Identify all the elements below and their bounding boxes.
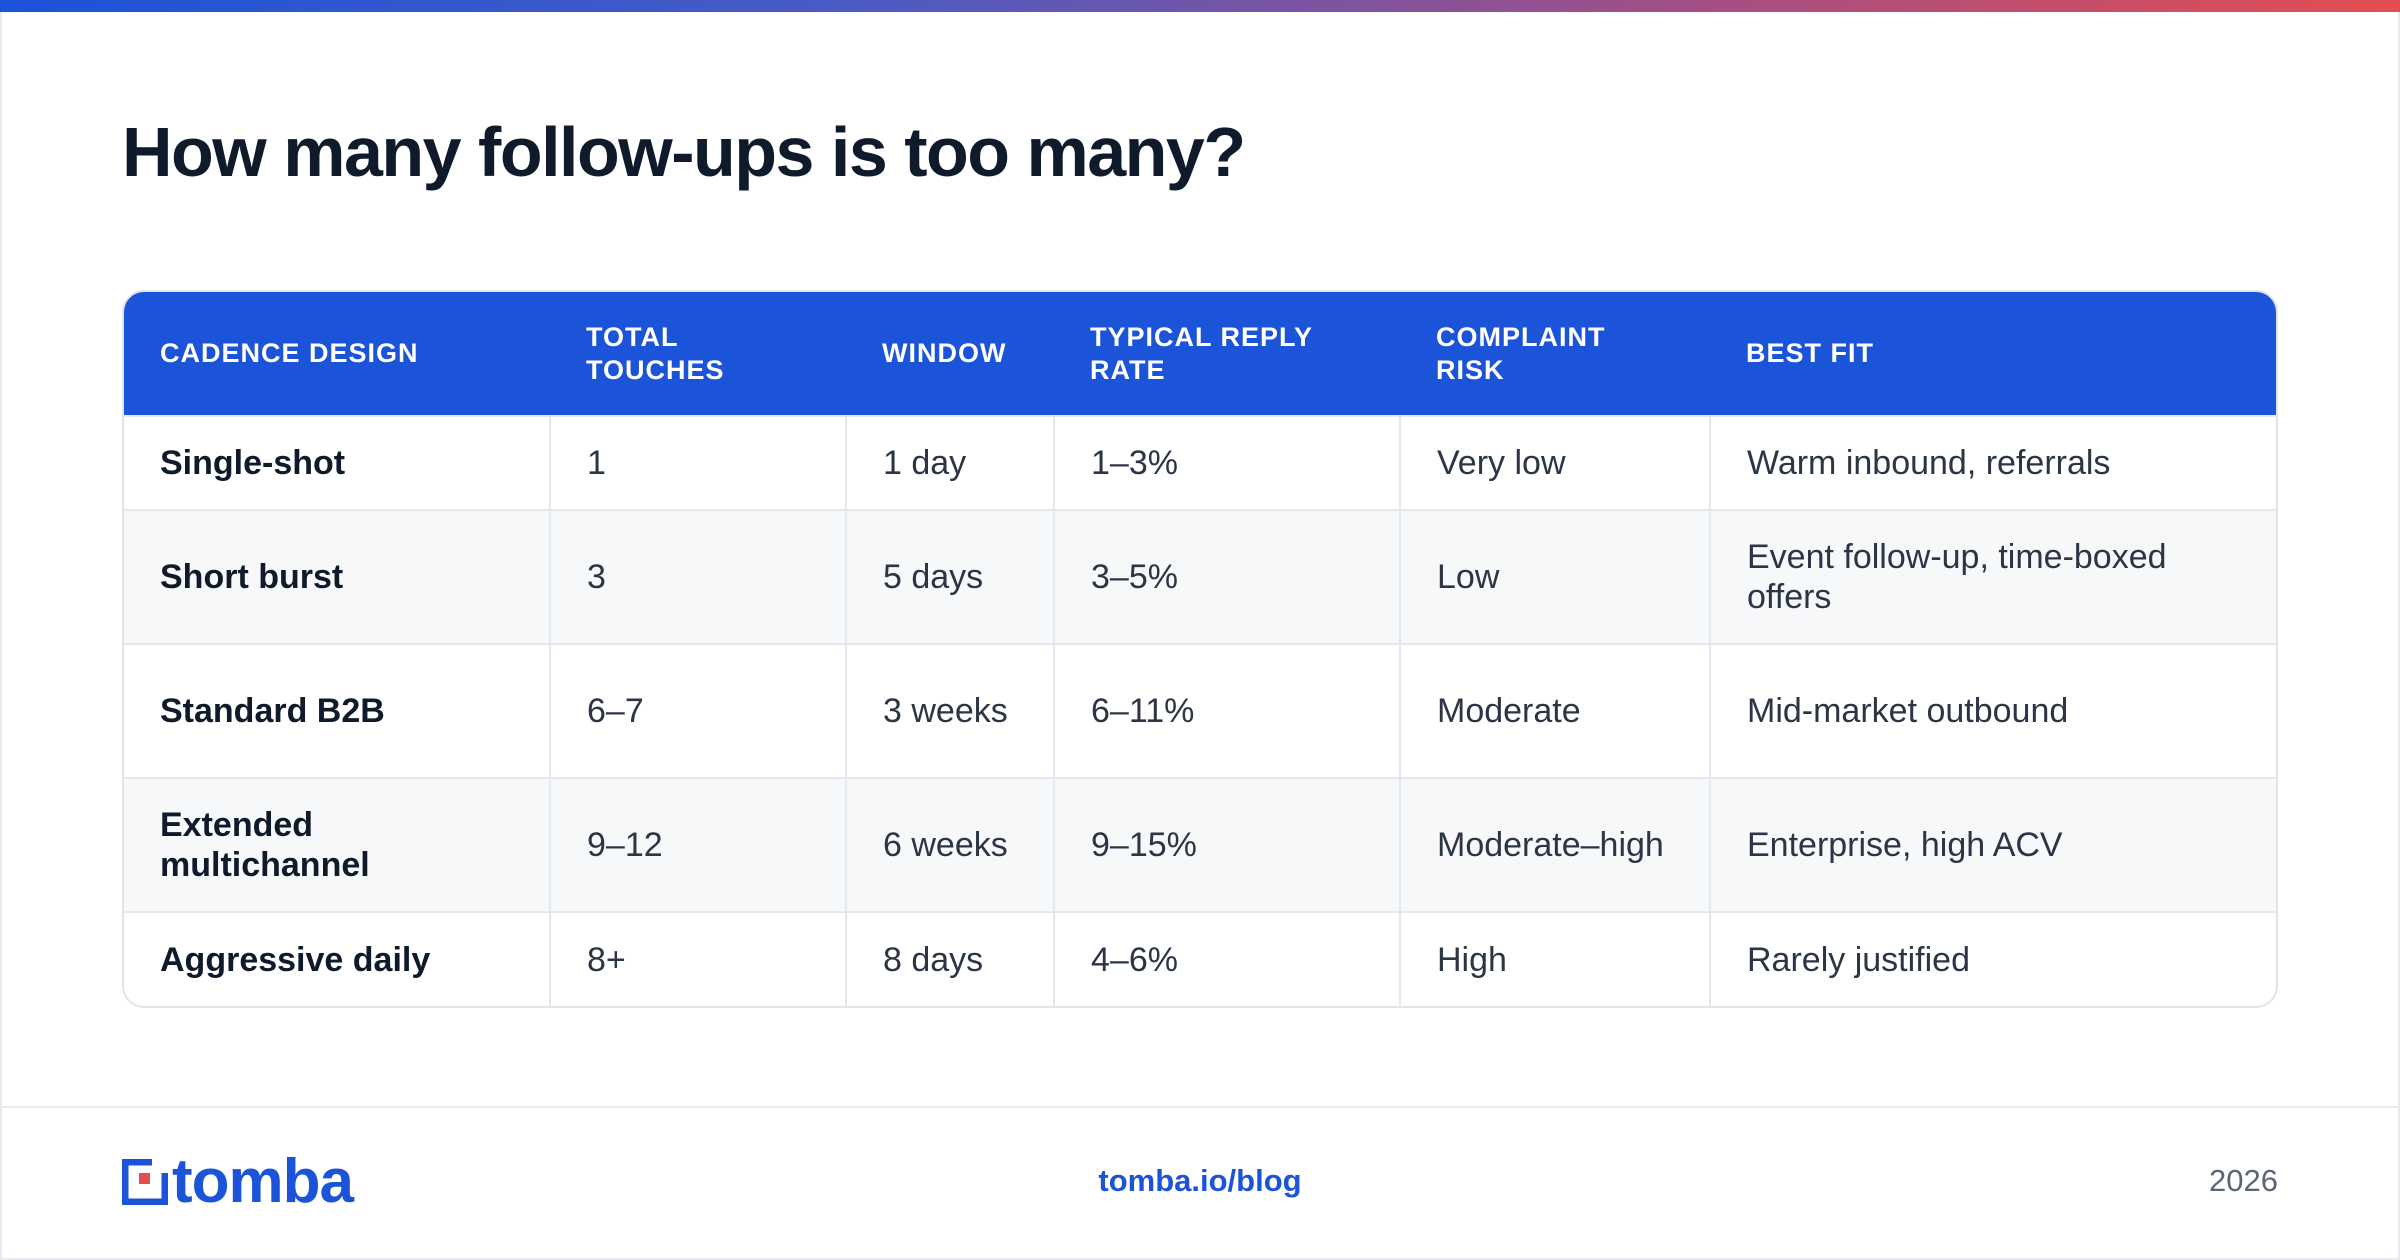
cell-window: 5 days (845, 509, 1054, 644)
footer-divider (0, 1106, 2400, 1108)
logo-wordmark: tomba (172, 1147, 354, 1216)
table-row: Extended multichannel 9–12 6 weeks 9–15%… (124, 778, 2276, 913)
cell-complaint-risk: High (1399, 912, 1710, 1006)
cell-best-fit: Enterprise, high ACV (1709, 778, 2276, 913)
header-window: WINDOW (882, 338, 1007, 368)
footer-year: 2026 (2209, 1163, 2278, 1198)
cell-cadence-design: Extended multichannel (160, 806, 370, 885)
cell-reply-rate: 3–5% (1053, 509, 1400, 644)
cell-total-touches: 6–7 (549, 643, 846, 779)
cell-total-touches: 9–12 (549, 778, 846, 913)
header-total-touches: TOTAL TOUCHES (586, 321, 725, 385)
header-best-fit: BEST FIT (1746, 338, 1874, 368)
cadence-table: CADENCE DESIGN TOTAL TOUCHES WINDOW TYPI… (124, 292, 2276, 1006)
cell-total-touches: 3 (549, 509, 846, 644)
cadence-table-container: CADENCE DESIGN TOTAL TOUCHES WINDOW TYPI… (122, 290, 2278, 1008)
cell-complaint-risk: Very low (1399, 416, 1710, 510)
cell-reply-rate: 1–3% (1053, 416, 1400, 510)
page-title: How many follow-ups is too many? (122, 113, 1246, 191)
cell-window: 3 weeks (845, 643, 1054, 779)
header-complaint-risk: COMPLAINT RISK (1436, 321, 1606, 385)
cell-best-fit: Event follow-up, time-boxed offers (1709, 509, 2276, 644)
table-row: Short burst 3 5 days 3–5% Low Event foll… (124, 509, 2276, 644)
cell-reply-rate: 9–15% (1053, 778, 1400, 913)
cell-cadence-design: Short burst (160, 557, 344, 596)
cell-reply-rate: 4–6% (1053, 912, 1400, 1006)
cell-cadence-design: Aggressive daily (160, 940, 431, 979)
cell-complaint-risk: Moderate–high (1399, 778, 1710, 913)
header-typical-reply-rate: TYPICAL REPLY RATE (1090, 321, 1313, 385)
header-cadence-design: CADENCE DESIGN (160, 338, 419, 368)
cell-total-touches: 8+ (549, 912, 846, 1006)
cell-best-fit: Rarely justified (1709, 912, 2276, 1006)
table-row: Single-shot 1 1 day 1–3% Very low Warm i… (124, 416, 2276, 510)
cell-best-fit: Warm inbound, referrals (1709, 416, 2276, 510)
blog-link[interactable]: tomba.io/blog (1098, 1163, 1302, 1198)
table-row: Aggressive daily 8+ 8 days 4–6% High Rar… (124, 912, 2276, 1006)
cell-cadence-design: Standard B2B (160, 691, 385, 730)
top-gradient-bar (0, 0, 2400, 12)
cell-reply-rate: 6–11% (1053, 643, 1400, 779)
cell-window: 6 weeks (845, 778, 1054, 913)
tomba-logo-icon (122, 1159, 168, 1205)
table-header-row: CADENCE DESIGN TOTAL TOUCHES WINDOW TYPI… (124, 292, 2276, 416)
cell-window: 8 days (845, 912, 1054, 1006)
cell-complaint-risk: Low (1399, 509, 1710, 644)
cell-total-touches: 1 (549, 416, 846, 510)
table-row: Standard B2B 6–7 3 weeks 6–11% Moderate … (124, 643, 2276, 779)
cell-complaint-risk: Moderate (1399, 643, 1710, 779)
cell-window: 1 day (845, 416, 1054, 510)
cell-best-fit: Mid-market outbound (1709, 643, 2276, 779)
cell-cadence-design: Single-shot (160, 443, 346, 482)
tomba-logo[interactable]: tomba (122, 1147, 354, 1216)
